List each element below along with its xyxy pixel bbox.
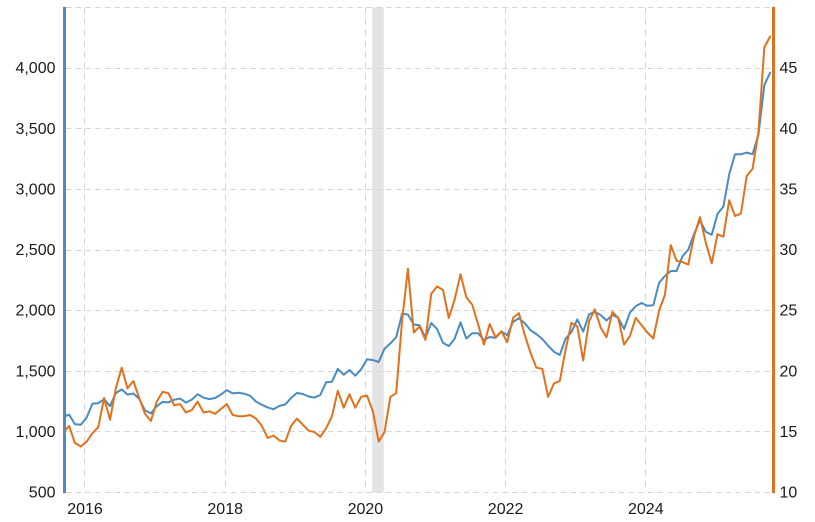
svg-text:2,500: 2,500 <box>15 242 55 259</box>
svg-text:15: 15 <box>780 424 798 441</box>
svg-text:2024: 2024 <box>628 501 664 518</box>
svg-text:40: 40 <box>780 121 798 138</box>
svg-text:1,500: 1,500 <box>15 363 55 380</box>
svg-text:2020: 2020 <box>348 501 384 518</box>
svg-text:2022: 2022 <box>488 501 524 518</box>
svg-text:2016: 2016 <box>67 501 103 518</box>
svg-text:2,000: 2,000 <box>15 303 55 320</box>
svg-text:3,000: 3,000 <box>15 182 55 199</box>
svg-text:30: 30 <box>780 242 798 259</box>
svg-text:35: 35 <box>780 182 798 199</box>
svg-text:2018: 2018 <box>207 501 243 518</box>
svg-text:45: 45 <box>780 60 798 77</box>
svg-text:25: 25 <box>780 303 798 320</box>
svg-text:1,000: 1,000 <box>15 424 55 441</box>
svg-text:500: 500 <box>29 485 56 502</box>
svg-text:20: 20 <box>780 363 798 380</box>
svg-text:3,500: 3,500 <box>15 121 55 138</box>
svg-text:10: 10 <box>780 485 798 502</box>
svg-text:4,000: 4,000 <box>15 60 55 77</box>
